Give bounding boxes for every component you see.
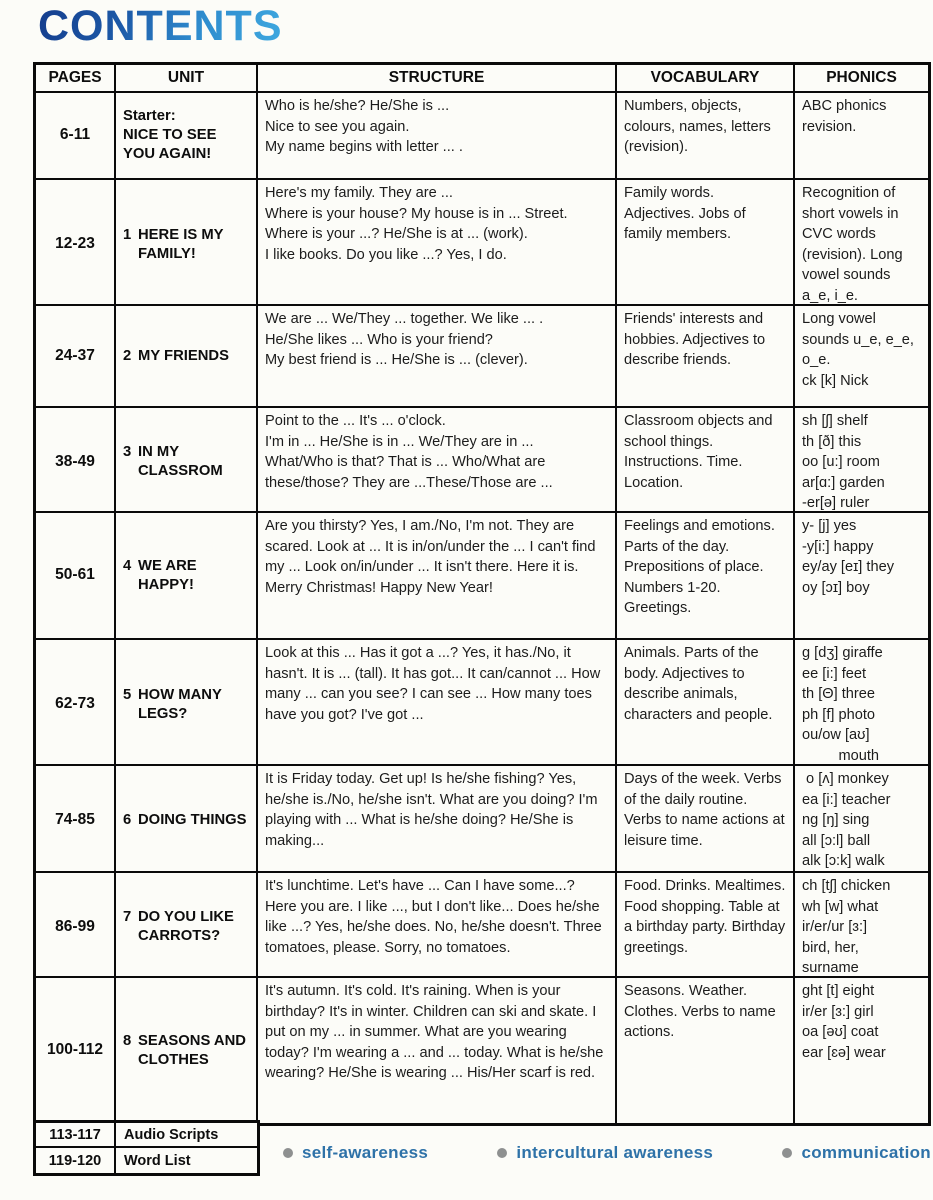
vocabulary-cell: Feelings and emotions. Parts of the day.… [617, 513, 795, 638]
structure-cell: It is Friday today. Get up! Is he/she fi… [258, 766, 617, 875]
table-row: 50-61 4 WE ARE HAPPY! Are you thirsty? Y… [36, 513, 928, 640]
header-vocabulary: VOCABULARY [617, 65, 795, 91]
header-structure: STRUCTURE [258, 65, 617, 91]
structure-cell: It's lunchtime. Let's have ... Can I hav… [258, 873, 617, 982]
unit-number: 6 [123, 811, 132, 828]
bullet-dot-icon [782, 1148, 793, 1158]
section-label: Audio Scripts [124, 1126, 219, 1143]
structure-cell: Here's my family. They are ... Where is … [258, 180, 617, 309]
unit-prefix: Starter: [123, 108, 176, 124]
unit-cell: Starter: NICE TO SEE YOU AGAIN! [116, 93, 258, 178]
legend-item: self-awareness [283, 1143, 428, 1163]
unit-name: HERE IS MY FAMILY! [138, 226, 224, 262]
unit-name: MY FRIENDS [138, 347, 229, 364]
pages-cell: 113-117 [36, 1123, 116, 1146]
unit-name: HOW MANY LEGS? [138, 686, 222, 722]
unit-name: SEASONS AND CLOTHES [138, 1032, 246, 1068]
table-row: 6-11 Starter: NICE TO SEE YOU AGAIN! Who… [36, 93, 928, 180]
legend-label: communication [801, 1143, 931, 1162]
table-row: 24-37 2 MY FRIENDS We are ... We/They ..… [36, 306, 928, 408]
structure-cell: Are you thirsty? Yes, I am./No, I'm not.… [258, 513, 617, 638]
unit-number: 3 [123, 444, 132, 461]
legend-label: self-awareness [302, 1143, 429, 1162]
phonics-cell: Recognition of short vowels in CVC words… [802, 185, 903, 304]
bullet-dot-icon [497, 1148, 508, 1158]
structure-cell: Look at this ... Has it got a ...? Yes, … [258, 640, 617, 769]
unit-name: IN MY CLASSROM [138, 444, 223, 480]
unit-name: DO YOU LIKE CARROTS? [138, 909, 234, 945]
table-row: 12-23 1 HERE IS MY FAMILY! Here's my fam… [36, 180, 928, 309]
phonics-cell: o [ʌ] monkey ea [i:] teacher ng [ŋ] sing… [802, 771, 891, 869]
phonics-cell: sh [ʃ] shelf th [ð] this oo [u:] room ar… [802, 413, 885, 511]
pages-cell: 62-73 [36, 640, 116, 769]
phonics-cell: ch [tʃ] chicken wh [w] what ir/er/ur [ɜ:… [802, 878, 891, 976]
table-row: 74-85 6 DOING THINGS It is Friday today.… [36, 766, 928, 875]
contents-table: PAGES UNIT STRUCTURE VOCABULARY PHONICS … [33, 62, 931, 1126]
vocabulary-cell: Family words. Adjectives. Jobs of family… [617, 180, 795, 309]
pages-cell: 6-11 [36, 93, 116, 178]
vocabulary-cell: Animals. Parts of the body. Adjectives t… [617, 640, 795, 769]
bullet-dot-icon [283, 1148, 293, 1158]
phonics-cell: g [dʒ] giraffe ee [i:] feet th [Θ] three… [802, 645, 883, 764]
pages-cell: 38-49 [36, 408, 116, 517]
phonics-cell: ght [t] eight ir/er [ɜ:] girl oa [əʊ] co… [802, 983, 886, 1061]
pages-cell: 119-120 [36, 1148, 116, 1173]
pages-cell: 24-37 [36, 306, 116, 406]
vocabulary-cell: Numbers, objects, colours, names, letter… [617, 93, 795, 178]
unit-cell: 6 DOING THINGS [116, 766, 258, 875]
skills-legend: self-awareness intercultural awareness c… [283, 1138, 931, 1168]
structure-cell: Point to the ... It's ... o'clock. I'm i… [258, 408, 617, 517]
table-header-row: PAGES UNIT STRUCTURE VOCABULARY PHONICS [36, 65, 928, 93]
pages-cell: 86-99 [36, 873, 116, 982]
legend-item: intercultural awareness [497, 1143, 713, 1163]
pages-cell: 50-61 [36, 513, 116, 638]
unit-cell: 2 MY FRIENDS [116, 306, 258, 406]
back-matter-table: 113-117 Audio Scripts 119-120 Word List [33, 1120, 260, 1176]
vocabulary-cell: Food. Drinks. Mealtimes. Food shopping. … [617, 873, 795, 982]
pages-cell: 74-85 [36, 766, 116, 875]
table-row: 119-120 Word List [36, 1148, 257, 1173]
unit-cell: 3 IN MY CLASSROM [116, 408, 258, 517]
legend-label: intercultural awareness [516, 1143, 714, 1162]
vocabulary-cell: Friends' interests and hobbies. Adjectiv… [617, 306, 795, 406]
unit-cell: 5 HOW MANY LEGS? [116, 640, 258, 769]
table-row: 38-49 3 IN MY CLASSROM Point to the ... … [36, 408, 928, 517]
pages-cell: 100-112 [36, 978, 116, 1123]
table-row: 62-73 5 HOW MANY LEGS? Look at this ... … [36, 640, 928, 769]
unit-name: WE ARE HAPPY! [138, 557, 197, 593]
phonics-cell: ABC phonics revision. [802, 98, 887, 135]
section-label: Word List [124, 1152, 191, 1169]
phonics-cell: y- [j] yes -y[i:] happy ey/ay [eɪ] they … [802, 518, 894, 596]
table-row: 86-99 7 DO YOU LIKE CARROTS? It's luncht… [36, 873, 928, 982]
vocabulary-cell: Days of the week. Verbs of the daily rou… [617, 766, 795, 875]
header-unit: UNIT [116, 65, 258, 91]
header-pages: PAGES [36, 65, 116, 91]
table-row: 113-117 Audio Scripts [36, 1123, 257, 1148]
unit-number: 8 [123, 1032, 132, 1049]
unit-name: NICE TO SEE YOU AGAIN! [123, 127, 217, 162]
unit-cell: 7 DO YOU LIKE CARROTS? [116, 873, 258, 982]
unit-number: 2 [123, 347, 132, 364]
vocabulary-cell: Classroom objects and school things. Ins… [617, 408, 795, 517]
header-phonics: PHONICS [826, 68, 897, 86]
table-row: 100-112 8 SEASONS AND CLOTHES It's autum… [36, 978, 928, 1123]
legend-item: communication [782, 1143, 931, 1163]
structure-cell: It's autumn. It's cold. It's raining. Wh… [258, 978, 617, 1123]
unit-number: 4 [123, 557, 132, 574]
unit-number: 7 [123, 909, 132, 926]
unit-cell: 4 WE ARE HAPPY! [116, 513, 258, 638]
page-title: CONTENTS [38, 2, 283, 50]
unit-number: 1 [123, 226, 132, 243]
structure-cell: We are ... We/They ... together. We like… [258, 306, 617, 406]
unit-cell: 8 SEASONS AND CLOTHES [116, 978, 258, 1123]
unit-number: 5 [123, 686, 132, 703]
unit-cell: 1 HERE IS MY FAMILY! [116, 180, 258, 309]
phonics-cell: Long vowel sounds u_e, e_e, o_e. ck [k] … [802, 311, 914, 389]
vocabulary-cell: Seasons. Weather. Clothes. Verbs to name… [617, 978, 795, 1123]
pages-cell: 12-23 [36, 180, 116, 309]
structure-cell: Who is he/she? He/She is ... Nice to see… [258, 93, 617, 178]
unit-name: DOING THINGS [138, 811, 247, 828]
